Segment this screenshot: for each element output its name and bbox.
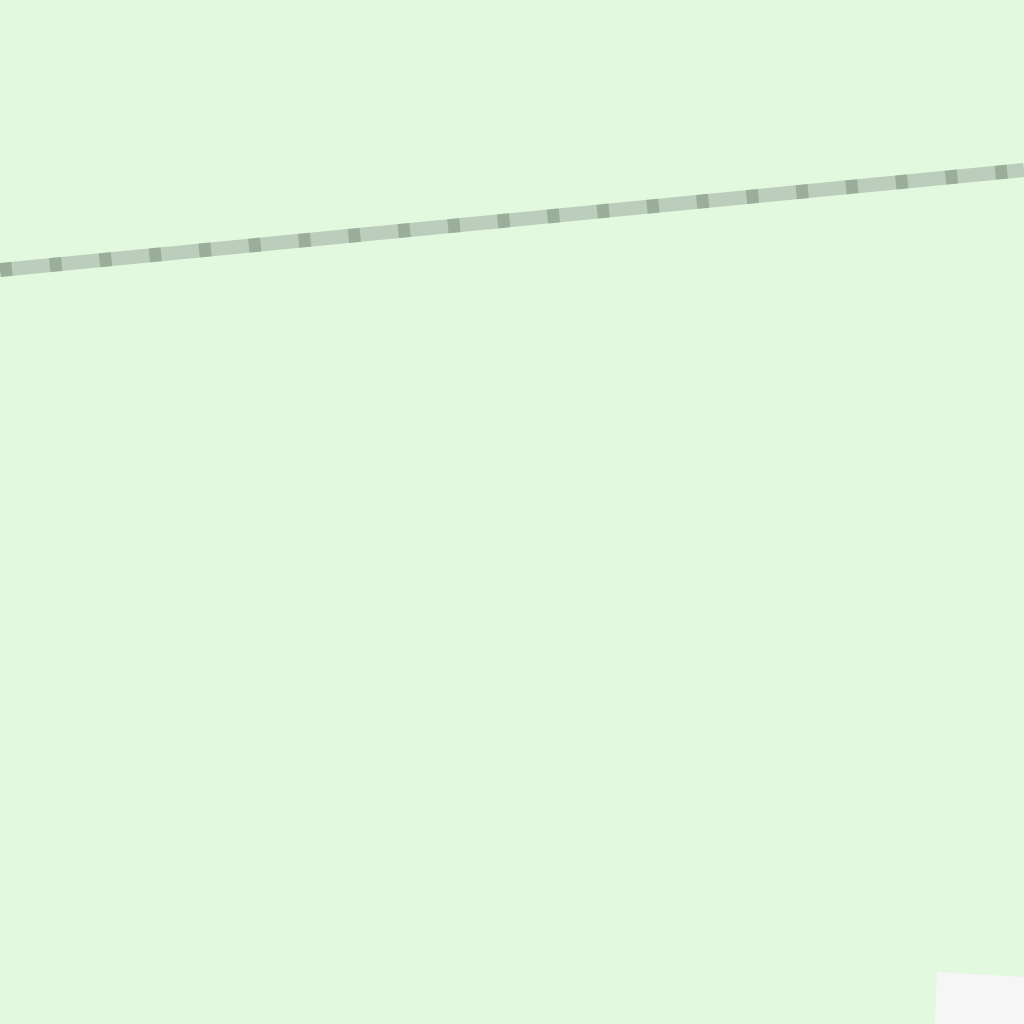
railway	[0, 163, 1024, 277]
railway-ties	[0, 163, 1024, 277]
built-area	[935, 972, 1024, 1024]
